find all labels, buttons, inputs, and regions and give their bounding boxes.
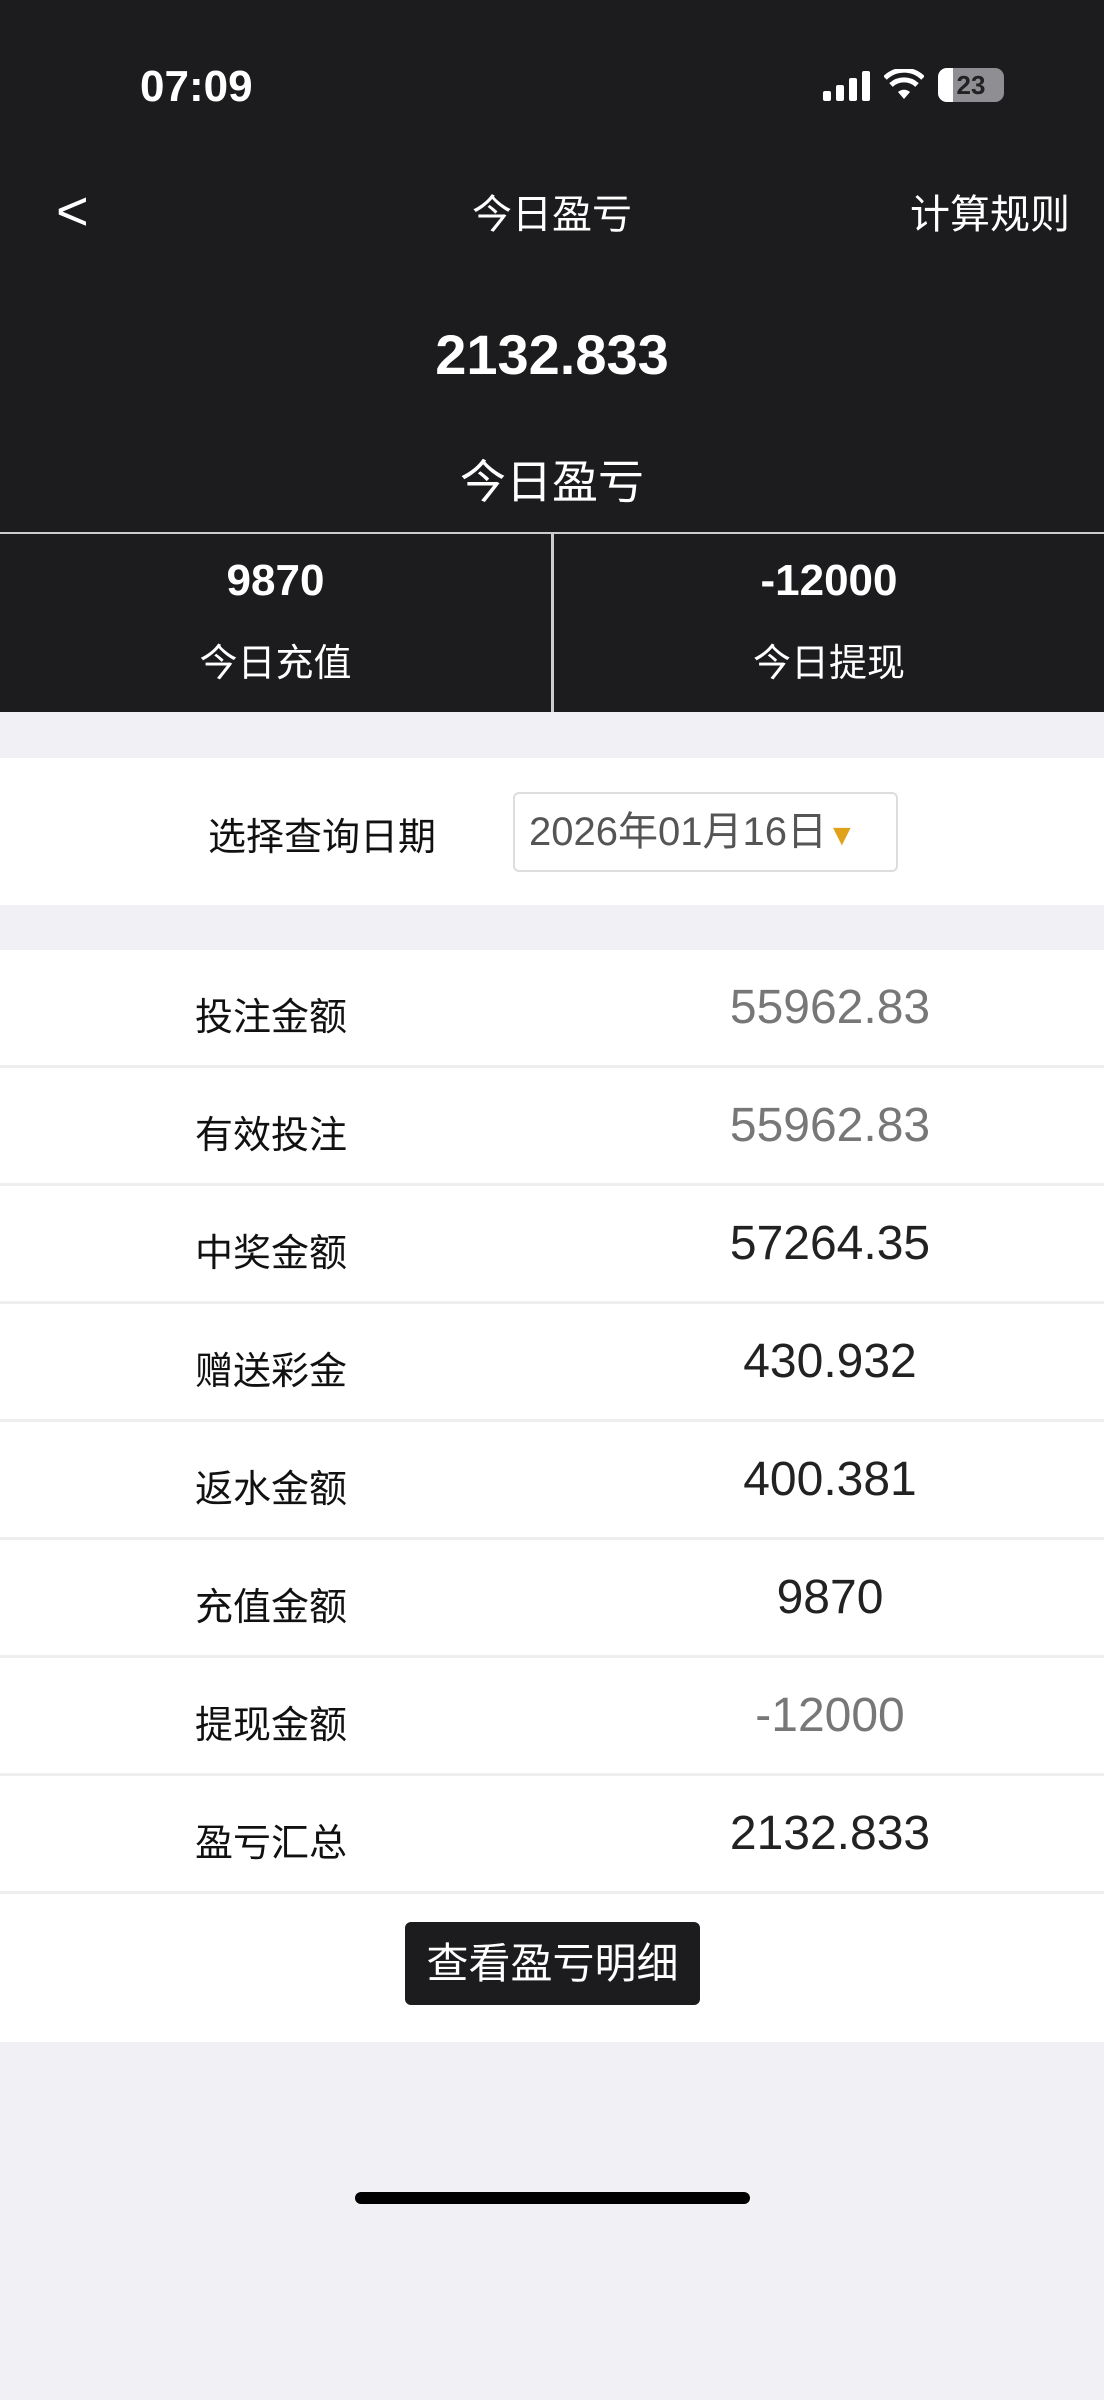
- summary-label: 今日盈亏: [460, 456, 644, 508]
- rules-button[interactable]: 计算规则: [910, 193, 1070, 237]
- table-row: 投注金额 55962.83: [0, 950, 1104, 1068]
- table-row: 盈亏汇总 2132.833: [0, 1776, 1104, 1894]
- stat-withdraw: -12000 今日提现: [554, 534, 1104, 712]
- view-details-button[interactable]: 查看盈亏明细: [405, 1922, 700, 2005]
- wifi-icon: [884, 69, 924, 99]
- row-label: 提现金额: [195, 1705, 348, 1747]
- row-value: 430.932: [743, 1335, 917, 1388]
- table-row: 提现金额 -12000: [0, 1658, 1104, 1776]
- date-value: 2026年01月16日: [529, 810, 827, 854]
- row-label: 赠送彩金: [195, 1351, 348, 1393]
- stat-label: 今日充值: [199, 643, 352, 685]
- home-indicator[interactable]: [355, 2192, 750, 2204]
- table-row: 有效投注 55962.83: [0, 1068, 1104, 1186]
- stat-value: -12000: [760, 556, 898, 605]
- stat-label: 今日提现: [752, 643, 905, 685]
- stats-table: 投注金额 55962.83 有效投注 55962.83 中奖金额 57264.35 赠…: [0, 950, 1104, 2042]
- caret-down-icon: ▼: [826, 819, 857, 852]
- battery-level: 23: [956, 70, 986, 100]
- row-value: 2132.833: [729, 1807, 931, 1860]
- row-label: 返水金额: [195, 1469, 348, 1511]
- date-label: 选择查询日期: [208, 817, 437, 859]
- row-value: -12000: [755, 1689, 905, 1742]
- row-label: 盈亏汇总: [195, 1823, 348, 1865]
- stat-value: 9870: [226, 556, 325, 605]
- table-row: 充值金额 9870: [0, 1540, 1104, 1658]
- page-title: 今日盈亏: [472, 193, 632, 237]
- signal-icon: [823, 69, 870, 101]
- row-value: 9870: [776, 1571, 884, 1624]
- chevron-left-icon[interactable]: <: [56, 179, 89, 242]
- divider: [551, 534, 554, 712]
- status-time: 07:09: [140, 62, 253, 111]
- row-value: 400.381: [743, 1453, 917, 1506]
- date-picker[interactable]: 2026年01月16日▼: [513, 792, 898, 872]
- row-value: 55962.83: [729, 1099, 931, 1152]
- header: 07:09 23 < 今日盈亏 计算规则 2132.833 今日盈亏 9870 …: [0, 0, 1104, 712]
- row-label: 投注金额: [195, 997, 348, 1039]
- table-row: 中奖金额 57264.35: [0, 1186, 1104, 1304]
- divider: [0, 532, 1104, 534]
- row-value: 55962.83: [729, 981, 931, 1034]
- status-icons: 23: [823, 68, 1004, 102]
- stat-deposit: 9870 今日充值: [0, 534, 551, 712]
- date-filter: 选择查询日期 2026年01月16日▼: [0, 758, 1104, 905]
- row-value: 57264.35: [729, 1217, 931, 1270]
- row-label: 有效投注: [195, 1115, 348, 1157]
- battery-icon: 23: [938, 68, 1004, 102]
- summary-value: 2132.833: [435, 323, 669, 386]
- table-row: 赠送彩金 430.932: [0, 1304, 1104, 1422]
- row-label: 中奖金额: [195, 1233, 348, 1275]
- table-row: 返水金额 400.381: [0, 1422, 1104, 1540]
- button-section: 查看盈亏明细: [0, 1894, 1104, 2042]
- row-label: 充值金额: [195, 1587, 348, 1629]
